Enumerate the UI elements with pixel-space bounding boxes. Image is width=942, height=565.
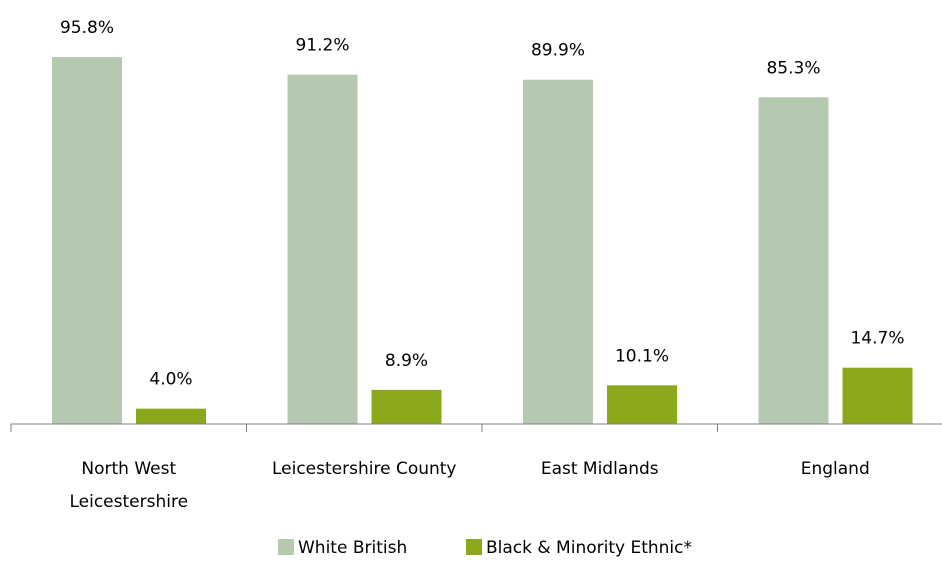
bar-white-british-1 (287, 74, 358, 424)
bar-white-british-0 (52, 57, 122, 424)
category-label-2: East Midlands (541, 459, 659, 479)
legend-label-white-british: White British (298, 538, 407, 558)
bar-white-british-3 (758, 97, 829, 425)
legend: White British Black & Minority Ethnic* (278, 538, 692, 558)
bar-bme-3 (842, 367, 913, 424)
value-label-white-british-0: 95.8% (60, 18, 114, 38)
bars-group (52, 57, 913, 425)
category-label-0: North West Leicestershire (69, 459, 188, 512)
bar-bme-1 (371, 389, 442, 424)
legend-swatch-bme (466, 539, 482, 555)
value-label-white-british-1: 91.2% (295, 36, 349, 56)
value-label-white-british-2: 89.9% (531, 41, 585, 61)
bar-bme-0 (136, 408, 206, 424)
bar-bme-2 (607, 385, 677, 424)
category-label-1: Leicestershire County (272, 459, 457, 479)
value-label-bme-2: 10.1% (615, 346, 669, 366)
value-label-white-british-3: 85.3% (766, 58, 820, 78)
value-label-bme-0: 4.0% (149, 370, 192, 390)
category-labels-group: North West Leicestershire Leicestershire C… (69, 459, 869, 512)
value-label-bme-3: 14.7% (850, 329, 904, 349)
value-label-bme-1: 8.9% (385, 351, 428, 371)
legend-swatch-white-british (278, 539, 294, 555)
x-axis (10, 423, 942, 432)
value-labels-group: 95.8% 91.2% 89.9% 85.3% 4.0% 8.9% 10.1% 14.7% (60, 18, 905, 390)
legend-label-bme: Black & Minority Ethnic* (486, 538, 692, 558)
bar-white-british-2 (523, 79, 593, 425)
category-label-3: England (801, 459, 870, 479)
